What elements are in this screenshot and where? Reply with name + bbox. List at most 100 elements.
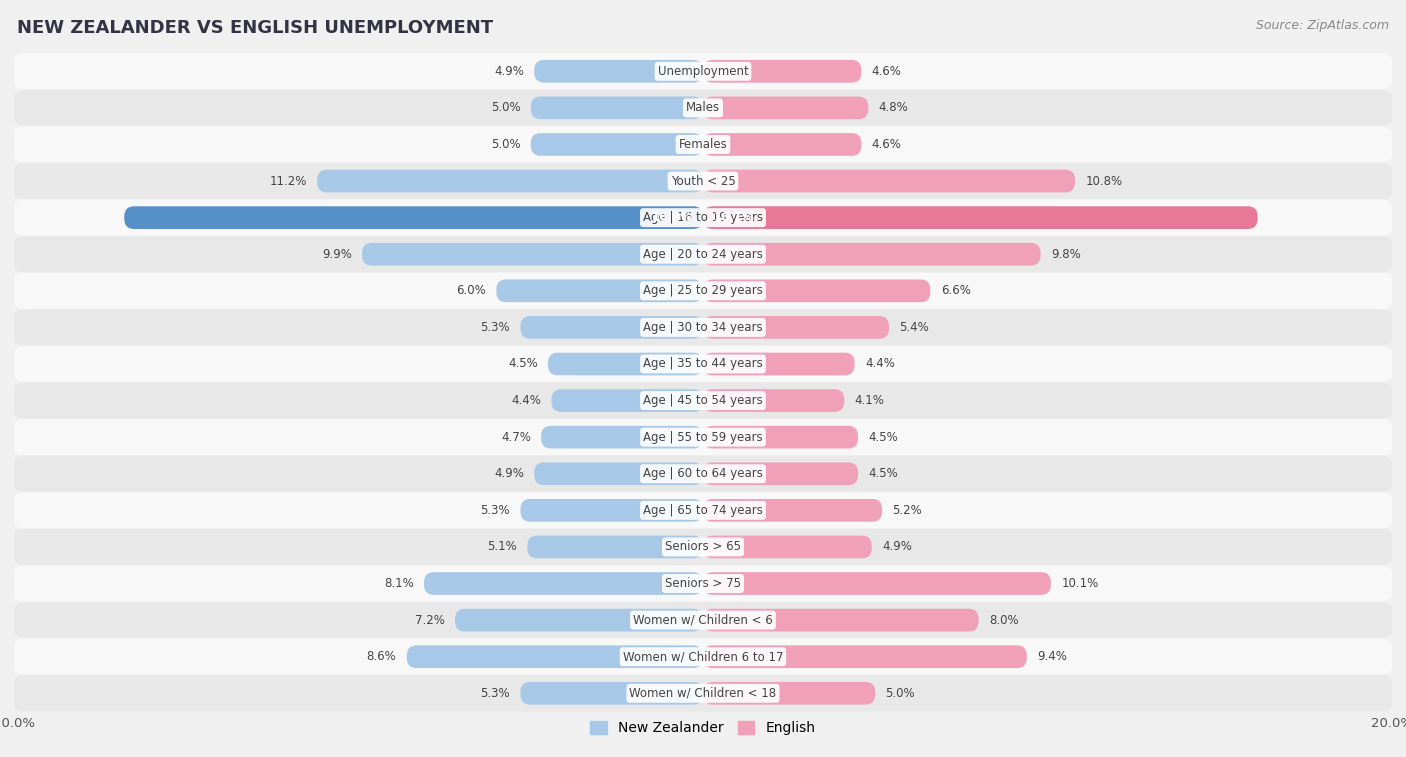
Text: 5.0%: 5.0% [491,101,520,114]
FancyBboxPatch shape [456,609,703,631]
FancyBboxPatch shape [703,463,858,485]
FancyBboxPatch shape [13,199,1393,236]
FancyBboxPatch shape [531,97,703,119]
Text: 6.6%: 6.6% [941,285,970,298]
FancyBboxPatch shape [318,170,703,192]
FancyBboxPatch shape [551,389,703,412]
FancyBboxPatch shape [703,207,1257,229]
FancyBboxPatch shape [13,89,1393,126]
Text: 4.9%: 4.9% [494,467,524,480]
FancyBboxPatch shape [703,353,855,375]
Text: 4.5%: 4.5% [508,357,537,370]
Text: 5.0%: 5.0% [491,138,520,151]
FancyBboxPatch shape [703,279,931,302]
FancyBboxPatch shape [534,60,703,83]
FancyBboxPatch shape [124,207,703,229]
FancyBboxPatch shape [13,53,1393,89]
Text: Unemployment: Unemployment [658,65,748,78]
Text: 16.8%: 16.8% [651,211,693,224]
FancyBboxPatch shape [703,243,1040,266]
Text: 4.4%: 4.4% [865,357,894,370]
FancyBboxPatch shape [541,426,703,448]
Text: 4.9%: 4.9% [494,65,524,78]
Text: 6.0%: 6.0% [456,285,486,298]
FancyBboxPatch shape [703,316,889,338]
Text: 5.0%: 5.0% [886,687,915,699]
Text: 16.1%: 16.1% [713,211,754,224]
Text: Age | 25 to 29 years: Age | 25 to 29 years [643,285,763,298]
Text: 8.6%: 8.6% [367,650,396,663]
FancyBboxPatch shape [13,456,1393,492]
Text: Age | 35 to 44 years: Age | 35 to 44 years [643,357,763,370]
Text: 4.7%: 4.7% [501,431,531,444]
FancyBboxPatch shape [13,309,1393,346]
Text: Males: Males [686,101,720,114]
Text: 9.4%: 9.4% [1038,650,1067,663]
FancyBboxPatch shape [496,279,703,302]
Text: 4.9%: 4.9% [882,540,912,553]
Text: 4.4%: 4.4% [512,394,541,407]
FancyBboxPatch shape [703,646,1026,668]
FancyBboxPatch shape [703,97,869,119]
Text: 4.6%: 4.6% [872,65,901,78]
FancyBboxPatch shape [703,499,882,522]
Text: 9.8%: 9.8% [1050,248,1081,260]
Text: Females: Females [679,138,727,151]
Text: Source: ZipAtlas.com: Source: ZipAtlas.com [1256,19,1389,32]
Text: 8.0%: 8.0% [988,614,1018,627]
FancyBboxPatch shape [520,682,703,705]
FancyBboxPatch shape [703,682,875,705]
FancyBboxPatch shape [425,572,703,595]
Text: Age | 55 to 59 years: Age | 55 to 59 years [643,431,763,444]
FancyBboxPatch shape [703,572,1050,595]
Text: 5.3%: 5.3% [481,687,510,699]
FancyBboxPatch shape [531,133,703,156]
FancyBboxPatch shape [520,316,703,338]
Text: 5.4%: 5.4% [900,321,929,334]
Text: Age | 20 to 24 years: Age | 20 to 24 years [643,248,763,260]
Text: 4.5%: 4.5% [869,467,898,480]
Text: 5.2%: 5.2% [893,504,922,517]
Text: Age | 16 to 19 years: Age | 16 to 19 years [643,211,763,224]
Text: 4.1%: 4.1% [855,394,884,407]
FancyBboxPatch shape [703,170,1076,192]
FancyBboxPatch shape [13,236,1393,273]
FancyBboxPatch shape [703,133,862,156]
Text: 11.2%: 11.2% [270,175,307,188]
FancyBboxPatch shape [406,646,703,668]
Text: 5.3%: 5.3% [481,321,510,334]
FancyBboxPatch shape [13,346,1393,382]
FancyBboxPatch shape [13,492,1393,528]
FancyBboxPatch shape [13,419,1393,456]
Text: 4.6%: 4.6% [872,138,901,151]
FancyBboxPatch shape [520,499,703,522]
FancyBboxPatch shape [703,609,979,631]
FancyBboxPatch shape [527,536,703,558]
Text: Youth < 25: Youth < 25 [671,175,735,188]
FancyBboxPatch shape [703,60,862,83]
FancyBboxPatch shape [13,675,1393,712]
FancyBboxPatch shape [548,353,703,375]
FancyBboxPatch shape [703,389,844,412]
Text: 7.2%: 7.2% [415,614,444,627]
Text: Age | 60 to 64 years: Age | 60 to 64 years [643,467,763,480]
FancyBboxPatch shape [361,243,703,266]
Text: Age | 30 to 34 years: Age | 30 to 34 years [643,321,763,334]
Text: Seniors > 75: Seniors > 75 [665,577,741,590]
Text: 10.8%: 10.8% [1085,175,1122,188]
FancyBboxPatch shape [13,565,1393,602]
FancyBboxPatch shape [703,536,872,558]
Text: Seniors > 65: Seniors > 65 [665,540,741,553]
Legend: New Zealander, English: New Zealander, English [585,716,821,741]
FancyBboxPatch shape [13,126,1393,163]
Text: Age | 45 to 54 years: Age | 45 to 54 years [643,394,763,407]
FancyBboxPatch shape [13,382,1393,419]
Text: 4.8%: 4.8% [879,101,908,114]
FancyBboxPatch shape [13,163,1393,199]
Text: 4.5%: 4.5% [869,431,898,444]
Text: 9.9%: 9.9% [322,248,352,260]
Text: 8.1%: 8.1% [384,577,413,590]
Text: 10.1%: 10.1% [1062,577,1098,590]
FancyBboxPatch shape [13,638,1393,675]
Text: Age | 65 to 74 years: Age | 65 to 74 years [643,504,763,517]
